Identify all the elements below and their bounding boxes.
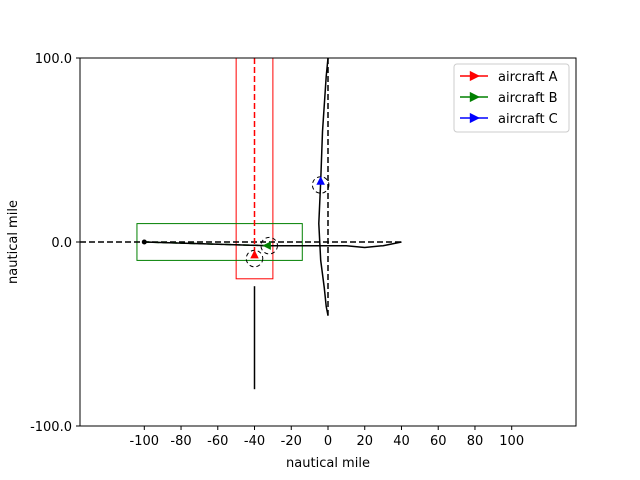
aircraft-marker-2	[316, 176, 325, 185]
x-tick-label: -20	[281, 434, 302, 449]
x-tick-label: 40	[393, 434, 410, 449]
y-axis-ticks: -100.0 0.0 100.0	[30, 52, 80, 435]
legend-label-1: aircraft B	[498, 91, 558, 106]
x-tick-label: 60	[430, 434, 447, 449]
flown-path-1	[144, 241, 268, 247]
x-tick-label: 0	[324, 434, 332, 449]
x-tick-label: -80	[170, 434, 191, 449]
aircraft-markers	[250, 176, 325, 259]
x-axis-ticks: -100 -80 -60 -40 -20 0 20 40 60 80 100	[130, 426, 524, 449]
y-axis-label: nautical mile	[6, 200, 21, 284]
x-tick-label: -60	[207, 434, 228, 449]
legend-marker-1	[469, 91, 480, 103]
legend: aircraft A aircraft B aircraft C	[453, 63, 570, 133]
x-tick-label: -100	[130, 434, 160, 449]
aircraft-marker-0	[250, 249, 259, 259]
safety-circle-1	[260, 236, 278, 255]
y-tick-label: 0.0	[51, 236, 72, 251]
legend-label-2: aircraft C	[498, 112, 558, 127]
x-tick-label: 100	[499, 434, 524, 449]
x-axis-label: nautical mile	[286, 456, 370, 471]
x-tick-label: -40	[244, 434, 265, 449]
legend-marker-2	[469, 112, 480, 124]
x-tick-label: 20	[356, 434, 373, 449]
paths	[80, 58, 402, 390]
legend-marker-0	[469, 70, 480, 82]
aircraft-marker-1	[262, 241, 271, 250]
y-tick-label: -100.0	[30, 420, 72, 435]
x-tick-label: 80	[467, 434, 484, 449]
legend-label-0: aircraft A	[498, 70, 558, 85]
legend-box	[453, 63, 570, 133]
flown-path-2	[318, 58, 329, 316]
y-tick-label: 100.0	[35, 52, 72, 67]
start-point	[141, 239, 147, 245]
route-line-1	[267, 241, 402, 249]
